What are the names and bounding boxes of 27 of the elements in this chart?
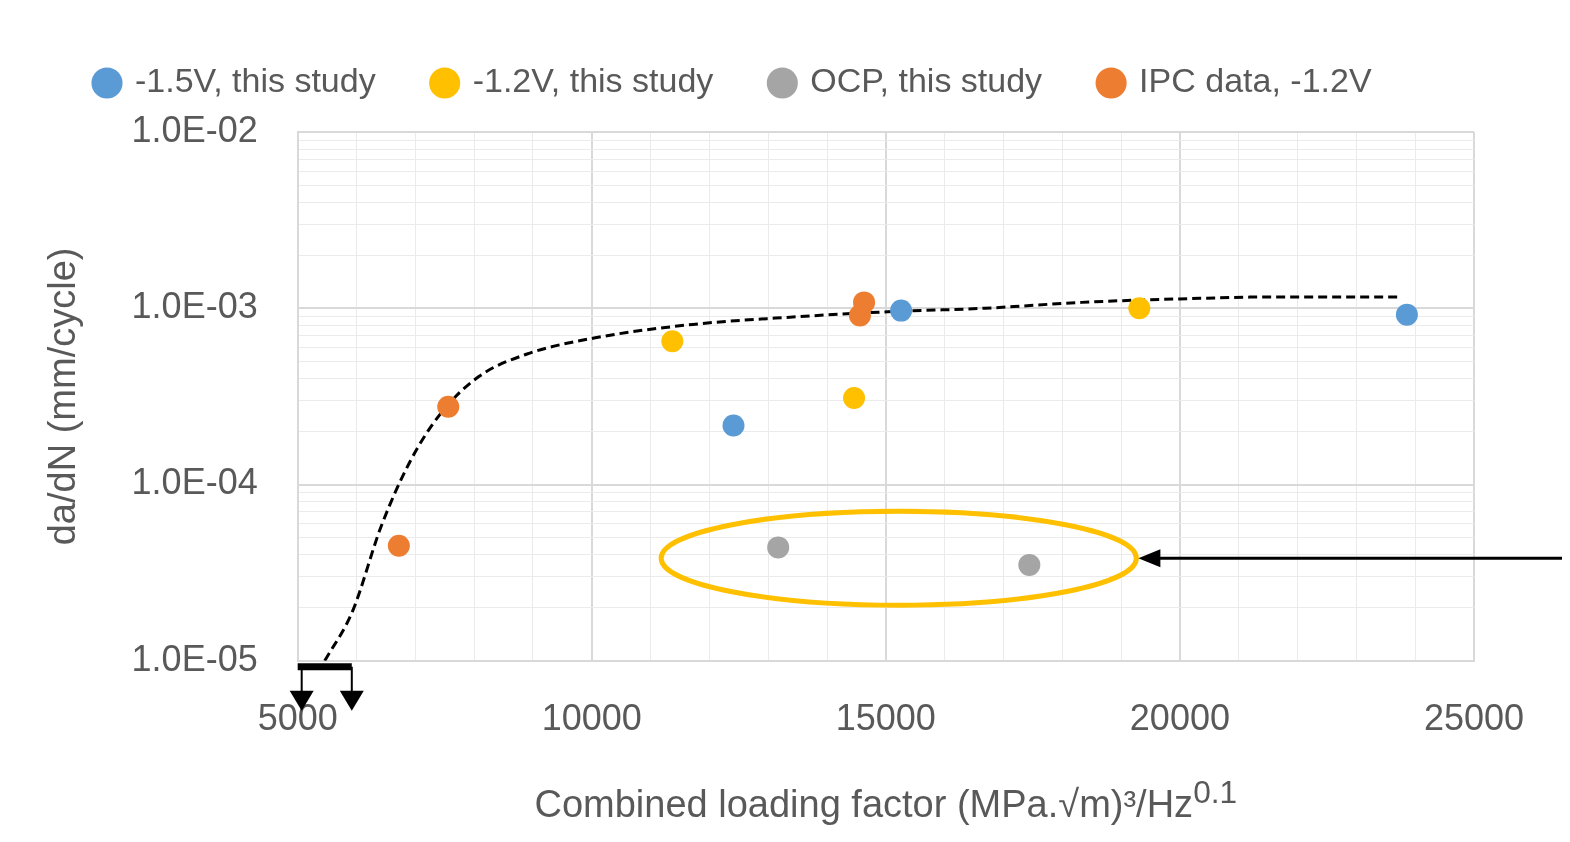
point	[1395, 303, 1418, 326]
point	[387, 534, 410, 557]
legend-label: IPC data, -1.2V	[1139, 61, 1372, 100]
legend-label: OCP, this study	[810, 61, 1043, 100]
x-axis-title: Combined loading factor (MPa.√m)³/Hz$^{0.1}$	[533, 774, 1239, 826]
y-tick-label: 1.0E-04	[131, 461, 258, 503]
point	[437, 395, 460, 418]
point	[853, 291, 876, 314]
point	[661, 330, 684, 353]
x-tick-label: 10000	[541, 697, 642, 739]
x-tick-label: 15000	[835, 697, 936, 739]
point	[722, 414, 745, 437]
point	[767, 536, 790, 559]
x-tick-label: 20000	[1129, 697, 1230, 739]
legend-label: -1.2V, this study	[472, 61, 714, 100]
y-axis-title: da/dN (mm/cycle)	[41, 247, 84, 546]
y-tick-label: 1.0E-05	[131, 637, 258, 679]
point	[843, 386, 866, 409]
x-tick-label: 5000	[257, 697, 338, 739]
point	[1128, 297, 1151, 320]
legend-label: -1.5V, this study	[135, 61, 376, 100]
x-tick-label: 25000	[1423, 697, 1524, 739]
point	[1018, 553, 1041, 576]
y-tick-label: 1.0E-02	[131, 108, 258, 150]
point	[890, 299, 913, 322]
y-tick-label: 1.0E-03	[131, 285, 258, 327]
line-series	[323, 295, 1400, 661]
